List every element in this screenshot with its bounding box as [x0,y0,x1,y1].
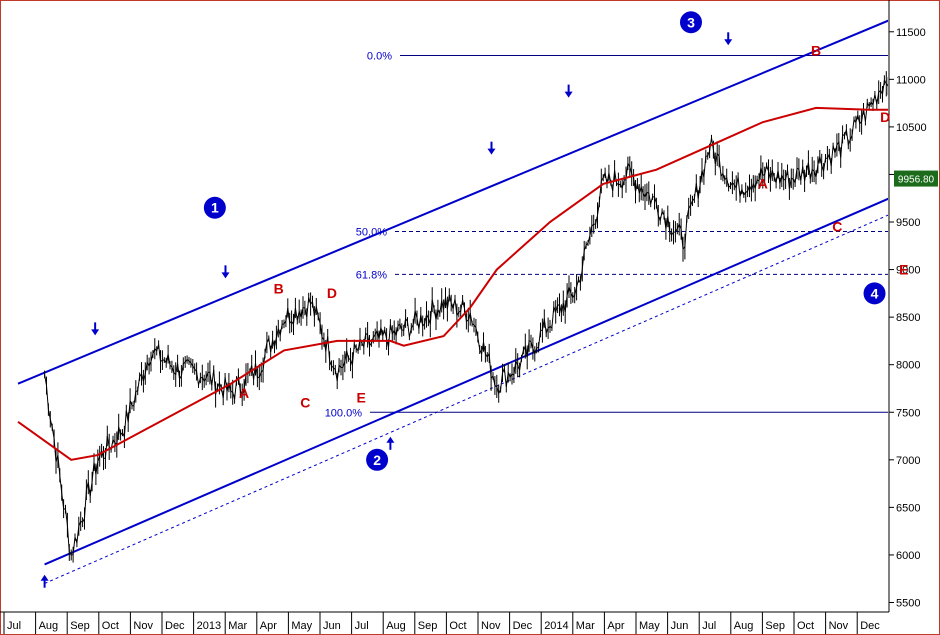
arrow-down-head-1 [221,272,230,279]
x-tick-label: Oct [449,620,466,632]
arrow-down-head-3 [564,91,573,98]
y-tick-label: 9500 [896,217,920,229]
x-tick-label: Oct [102,620,119,632]
wave-letter-0: A [239,385,249,401]
fib-label-0: 0.0% [367,51,392,63]
fib-label-2: 61.8% [356,269,387,281]
y-tick-label: 10500 [896,122,927,134]
wave-letter-5: A [758,176,768,192]
wave-letter-6: B [811,43,821,59]
y-tick-label: 6000 [896,550,920,562]
x-tick-label: Jun [671,620,689,632]
y-tick-label: 11500 [896,27,926,39]
x-tick-label: Nov [481,620,501,632]
fib-label-1: 50.0% [356,227,387,239]
channel-dashed-line [44,214,888,584]
y-tick-label: 6500 [896,502,920,514]
y-tick-label: 11000 [896,74,926,86]
wave-letter-8: D [880,109,890,125]
plot-area [17,19,940,584]
wave-number-circle-4 [863,282,886,305]
x-tick-label: Jul [355,620,369,632]
x-tick-label: Dec [165,620,185,632]
moving-average-line [17,106,888,461]
x-tick-label: Jun [323,620,341,632]
x-tick-label: 2014 [544,620,568,632]
wave-letter-2: C [300,394,310,410]
wave-number-circle-3 [679,11,702,34]
arrow-up-head-1 [386,436,395,443]
y-tick-label: 9000 [896,265,920,277]
wave-number-1: 1 [211,200,219,216]
x-tick-label: Sep [418,620,438,632]
wave-number-circle-2 [366,448,389,471]
x-tick-label: Nov [133,620,153,632]
x-tick-label: Sep [765,620,785,632]
price-line [44,78,888,556]
wave-number-4: 4 [871,285,879,301]
wave-letter-7: C [832,219,842,235]
wave-number-2: 2 [373,452,381,468]
y-tick-label: 7000 [896,455,920,467]
x-tick-label: 2013 [197,620,221,632]
x-tick-label: Apr [607,620,624,632]
x-tick-label: Oct [797,620,814,632]
forecast-path [922,141,940,236]
x-tick-label: May [639,620,660,632]
arrow-down-head-0 [91,329,100,336]
x-tick-label: Aug [734,620,754,632]
wave-number-3: 3 [687,14,695,30]
x-tick-label: Dec [513,620,533,632]
channel-lower-line [44,197,888,566]
arrow-down-head-4 [724,39,733,46]
y-tick-label: 5500 [896,597,920,609]
x-tick-label: Jul [7,620,21,632]
x-tick-label: Dec [860,620,880,632]
x-tick-label: Mar [228,620,247,632]
wave-letter-3: D [327,285,337,301]
wave-number-circle-1 [203,196,226,219]
plot-content [17,19,940,584]
x-tick-label: Jul [702,620,716,632]
x-tick-label: Nov [829,620,849,632]
x-tick-label: Apr [260,620,277,632]
x-tick-label: Aug [386,620,406,632]
x-tick-label: Aug [39,620,59,632]
x-tick-label: Sep [70,620,90,632]
wave-letter-4: E [356,390,365,406]
x-tick-label: May [291,620,312,632]
channel-upper-line [17,19,888,385]
wave-letter-9: E [899,261,908,277]
y-tick-label: 7500 [896,407,920,419]
fib-label-3: 100.0% [325,407,363,419]
y-tick-label: 8500 [896,312,920,324]
x-tick-label: Mar [576,620,595,632]
arrow-up-head-0 [40,574,49,581]
y-tick-label: 8000 [896,360,920,372]
annotations: 0.0% 50.0% 61.8% 100.0% 1 2 3 4 A B C D E A B C D E [40,11,908,588]
wave-letter-1: B [274,280,284,296]
last-price-label: 9956.80 [898,175,935,186]
arrow-down-head-2 [487,148,496,155]
last-price-box [894,170,938,187]
